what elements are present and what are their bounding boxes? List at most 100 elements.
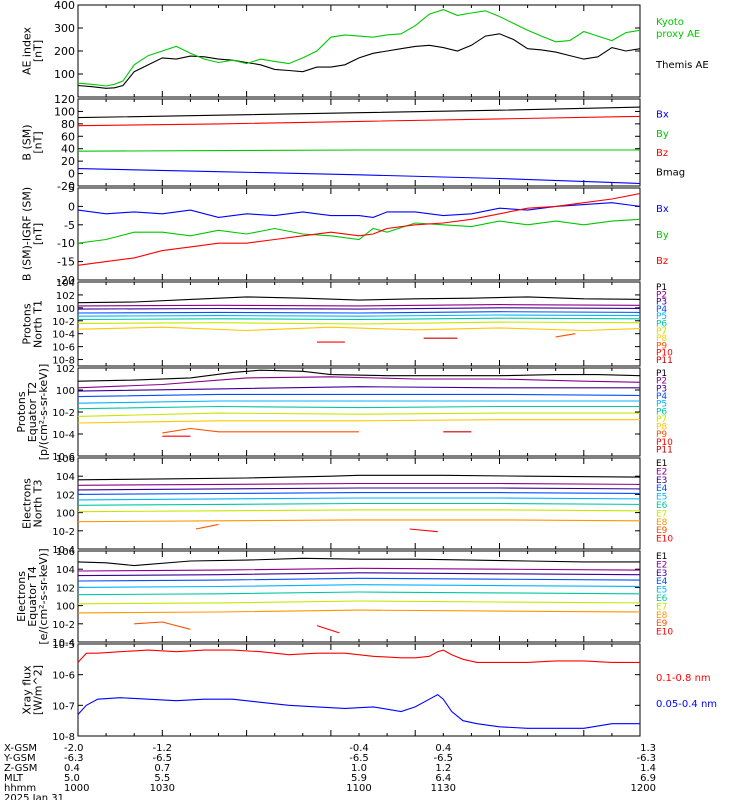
legend-entry: By [656, 230, 669, 241]
legend-entry: P5 [656, 312, 667, 322]
legend-entry: E8 [656, 518, 668, 528]
legend-entry: P4 [656, 305, 667, 315]
legend-entry: By [656, 129, 669, 140]
x-table-value: -2.0 [64, 743, 84, 754]
series-line-by [77, 149, 640, 152]
legend-entry: Bz [656, 256, 668, 267]
y-tick-label: -20 [57, 180, 75, 193]
y-tick-label: 0 [68, 168, 75, 181]
legend-entry: E2 [656, 467, 667, 477]
y-tick-label: 5 [68, 182, 75, 195]
series-line-0-1-0-8-nm [77, 649, 640, 663]
legend-entry: E4 [656, 577, 668, 587]
x-table-value: 1.0 [351, 763, 367, 774]
x-table-value: 1200 [631, 783, 656, 794]
legend-entry: E3 [656, 476, 667, 486]
legend-entry: P7 [656, 327, 667, 337]
legend-entry: 0.1-0.8 nm [656, 673, 711, 684]
x-table-value: -6.5 [349, 753, 369, 764]
legend-entry: E9 [656, 619, 668, 629]
y-axis-label: [e/(cm²-s-sr-keV)] [37, 548, 50, 644]
legend-entry: E5 [656, 586, 667, 596]
y-axis-label: [nT] [32, 131, 45, 153]
y-axis-label: [p/(cm²-s-sr-keV)] [37, 364, 50, 461]
y-tick-label: 10-2 [52, 317, 75, 328]
y-axis-label: Electrons [15, 571, 28, 622]
series-line-e5 [77, 497, 641, 501]
y-tick-label: 300 [54, 22, 75, 35]
y-tick-label: 10-6 [52, 452, 75, 463]
y-tick-label: 104 [56, 278, 75, 289]
x-table-value: 0.7 [154, 763, 170, 774]
y-tick-label: 102 [56, 490, 75, 501]
legend-entry: P3 [656, 298, 667, 308]
y-axis-label: AE index [21, 26, 34, 75]
series-line-p8 [77, 419, 640, 424]
legend-entry: E5 [656, 493, 667, 503]
y-tick-label: 100 [54, 105, 75, 118]
legend-entry: Themis AE [655, 60, 709, 71]
series-line-e2 [77, 567, 641, 572]
panel-frame [77, 643, 641, 737]
series-line-bz [77, 192, 641, 266]
panel-frame [77, 550, 641, 643]
y-tick-label: 200 [54, 45, 75, 58]
x-table-row-label: Y-GSM [3, 753, 36, 764]
series-line-bz [77, 115, 641, 127]
series-line-e4 [77, 577, 641, 582]
legend-entry: Bx [656, 110, 669, 121]
x-table-value: 6.4 [435, 773, 451, 784]
legend-entry: P1 [656, 369, 667, 379]
series-line-p9 [555, 333, 576, 338]
legend-entry: P9 [656, 341, 667, 351]
series-line-p6 [77, 317, 641, 321]
x-table-value: 1100 [346, 783, 371, 794]
series-line-e1 [77, 557, 640, 567]
y-axis-label: Protons [15, 391, 28, 432]
legend-entry: E9 [656, 526, 668, 536]
x-table-value: 1.2 [435, 763, 451, 774]
y-tick-label: 104 [56, 565, 75, 576]
series-line-e3 [77, 487, 641, 491]
y-tick-label: 400 [54, 0, 75, 12]
series-line-e2 [77, 482, 641, 486]
series-line-bmag [77, 106, 641, 119]
legend-entry: P6 [656, 320, 667, 330]
y-tick-label: 10-2 [52, 620, 75, 631]
y-tick-label: 100 [56, 304, 75, 315]
series-line-p2 [77, 304, 641, 307]
x-table-value: -0.4 [349, 743, 369, 754]
panel-frame [77, 187, 641, 281]
x-table-value: -6.5 [153, 753, 173, 764]
y-axis-label: Equator T4 [26, 566, 39, 626]
x-table-value: 1.4 [640, 763, 656, 774]
legend-entry: E3 [656, 569, 667, 579]
y-tick-label: 10-4 [52, 545, 75, 556]
y-tick-label: 10-2 [52, 527, 75, 538]
series-line-bx [77, 202, 641, 218]
legend-entry: E1 [656, 552, 667, 562]
y-tick-label: 10-5 [52, 640, 75, 651]
legend-entry: P2 [656, 377, 667, 387]
x-table-row-label: Z-GSM [4, 763, 37, 774]
legend-entry: E6 [656, 594, 668, 604]
y-tick-label: 102 [56, 583, 75, 594]
legend-entry: P11 [656, 446, 673, 456]
y-tick-label: 104 [56, 472, 75, 483]
series-line-e6 [77, 502, 641, 506]
y-tick-label: 10-7 [52, 701, 75, 712]
y-tick-label: 40 [61, 143, 75, 156]
y-axis-label: B (SM)-IGRF (SM) [21, 187, 34, 281]
y-tick-label: 10-6 [52, 343, 75, 354]
legend-entry: proxy AE [656, 29, 700, 40]
series-line-p7 [77, 321, 641, 325]
legend-entry: Bx [656, 204, 669, 215]
series-line-p7 [77, 412, 640, 417]
series-line-p3 [77, 307, 641, 310]
legend-entry: P10 [656, 438, 673, 448]
x-table-value: 0.4 [435, 743, 451, 754]
y-tick-label: 20 [61, 155, 75, 168]
